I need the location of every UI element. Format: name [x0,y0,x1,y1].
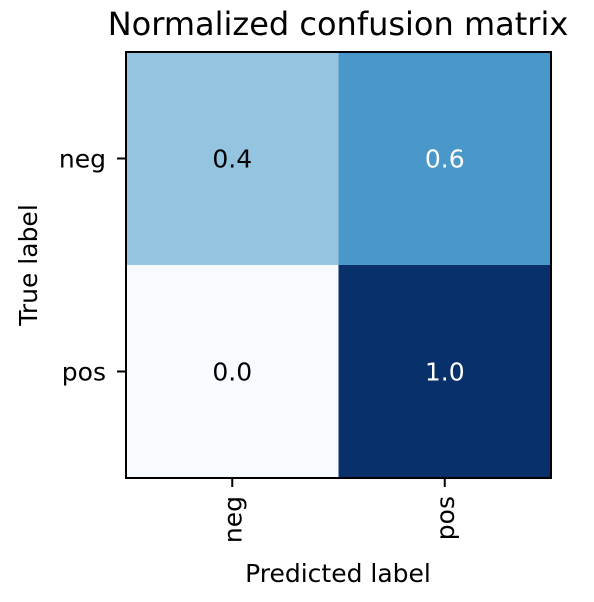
y-tick-label-pos: pos [62,358,106,387]
cell-value-label-pos-pos: 1.0 [425,358,465,387]
cell-value-label-neg-neg: 0.4 [212,145,252,174]
heatmap-cells [126,52,551,478]
plot-frame [125,51,552,479]
heatmap-cell-neg-pos [338,52,551,265]
x-axis-label: Predicted label [245,559,431,588]
axis-ticks: neg pos neg pos [59,145,460,544]
heatmap-cell-pos-pos [338,265,551,478]
heatmap-cell-labels: 0.4 0.6 0.0 1.0 [212,145,464,387]
heatmap-cell-pos-neg [126,265,339,478]
y-axis-label: True label [14,204,43,327]
cell-value-label-pos-neg: 0.0 [212,358,252,387]
y-tick-label-neg: neg [59,145,106,174]
chart-title: Normalized confusion matrix [108,5,569,43]
cell-value-label-neg-pos: 0.6 [425,145,465,174]
heatmap-cell-neg-neg [126,52,339,265]
x-tick-label-neg: neg [218,496,247,543]
x-tick-label-pos: pos [431,496,460,540]
